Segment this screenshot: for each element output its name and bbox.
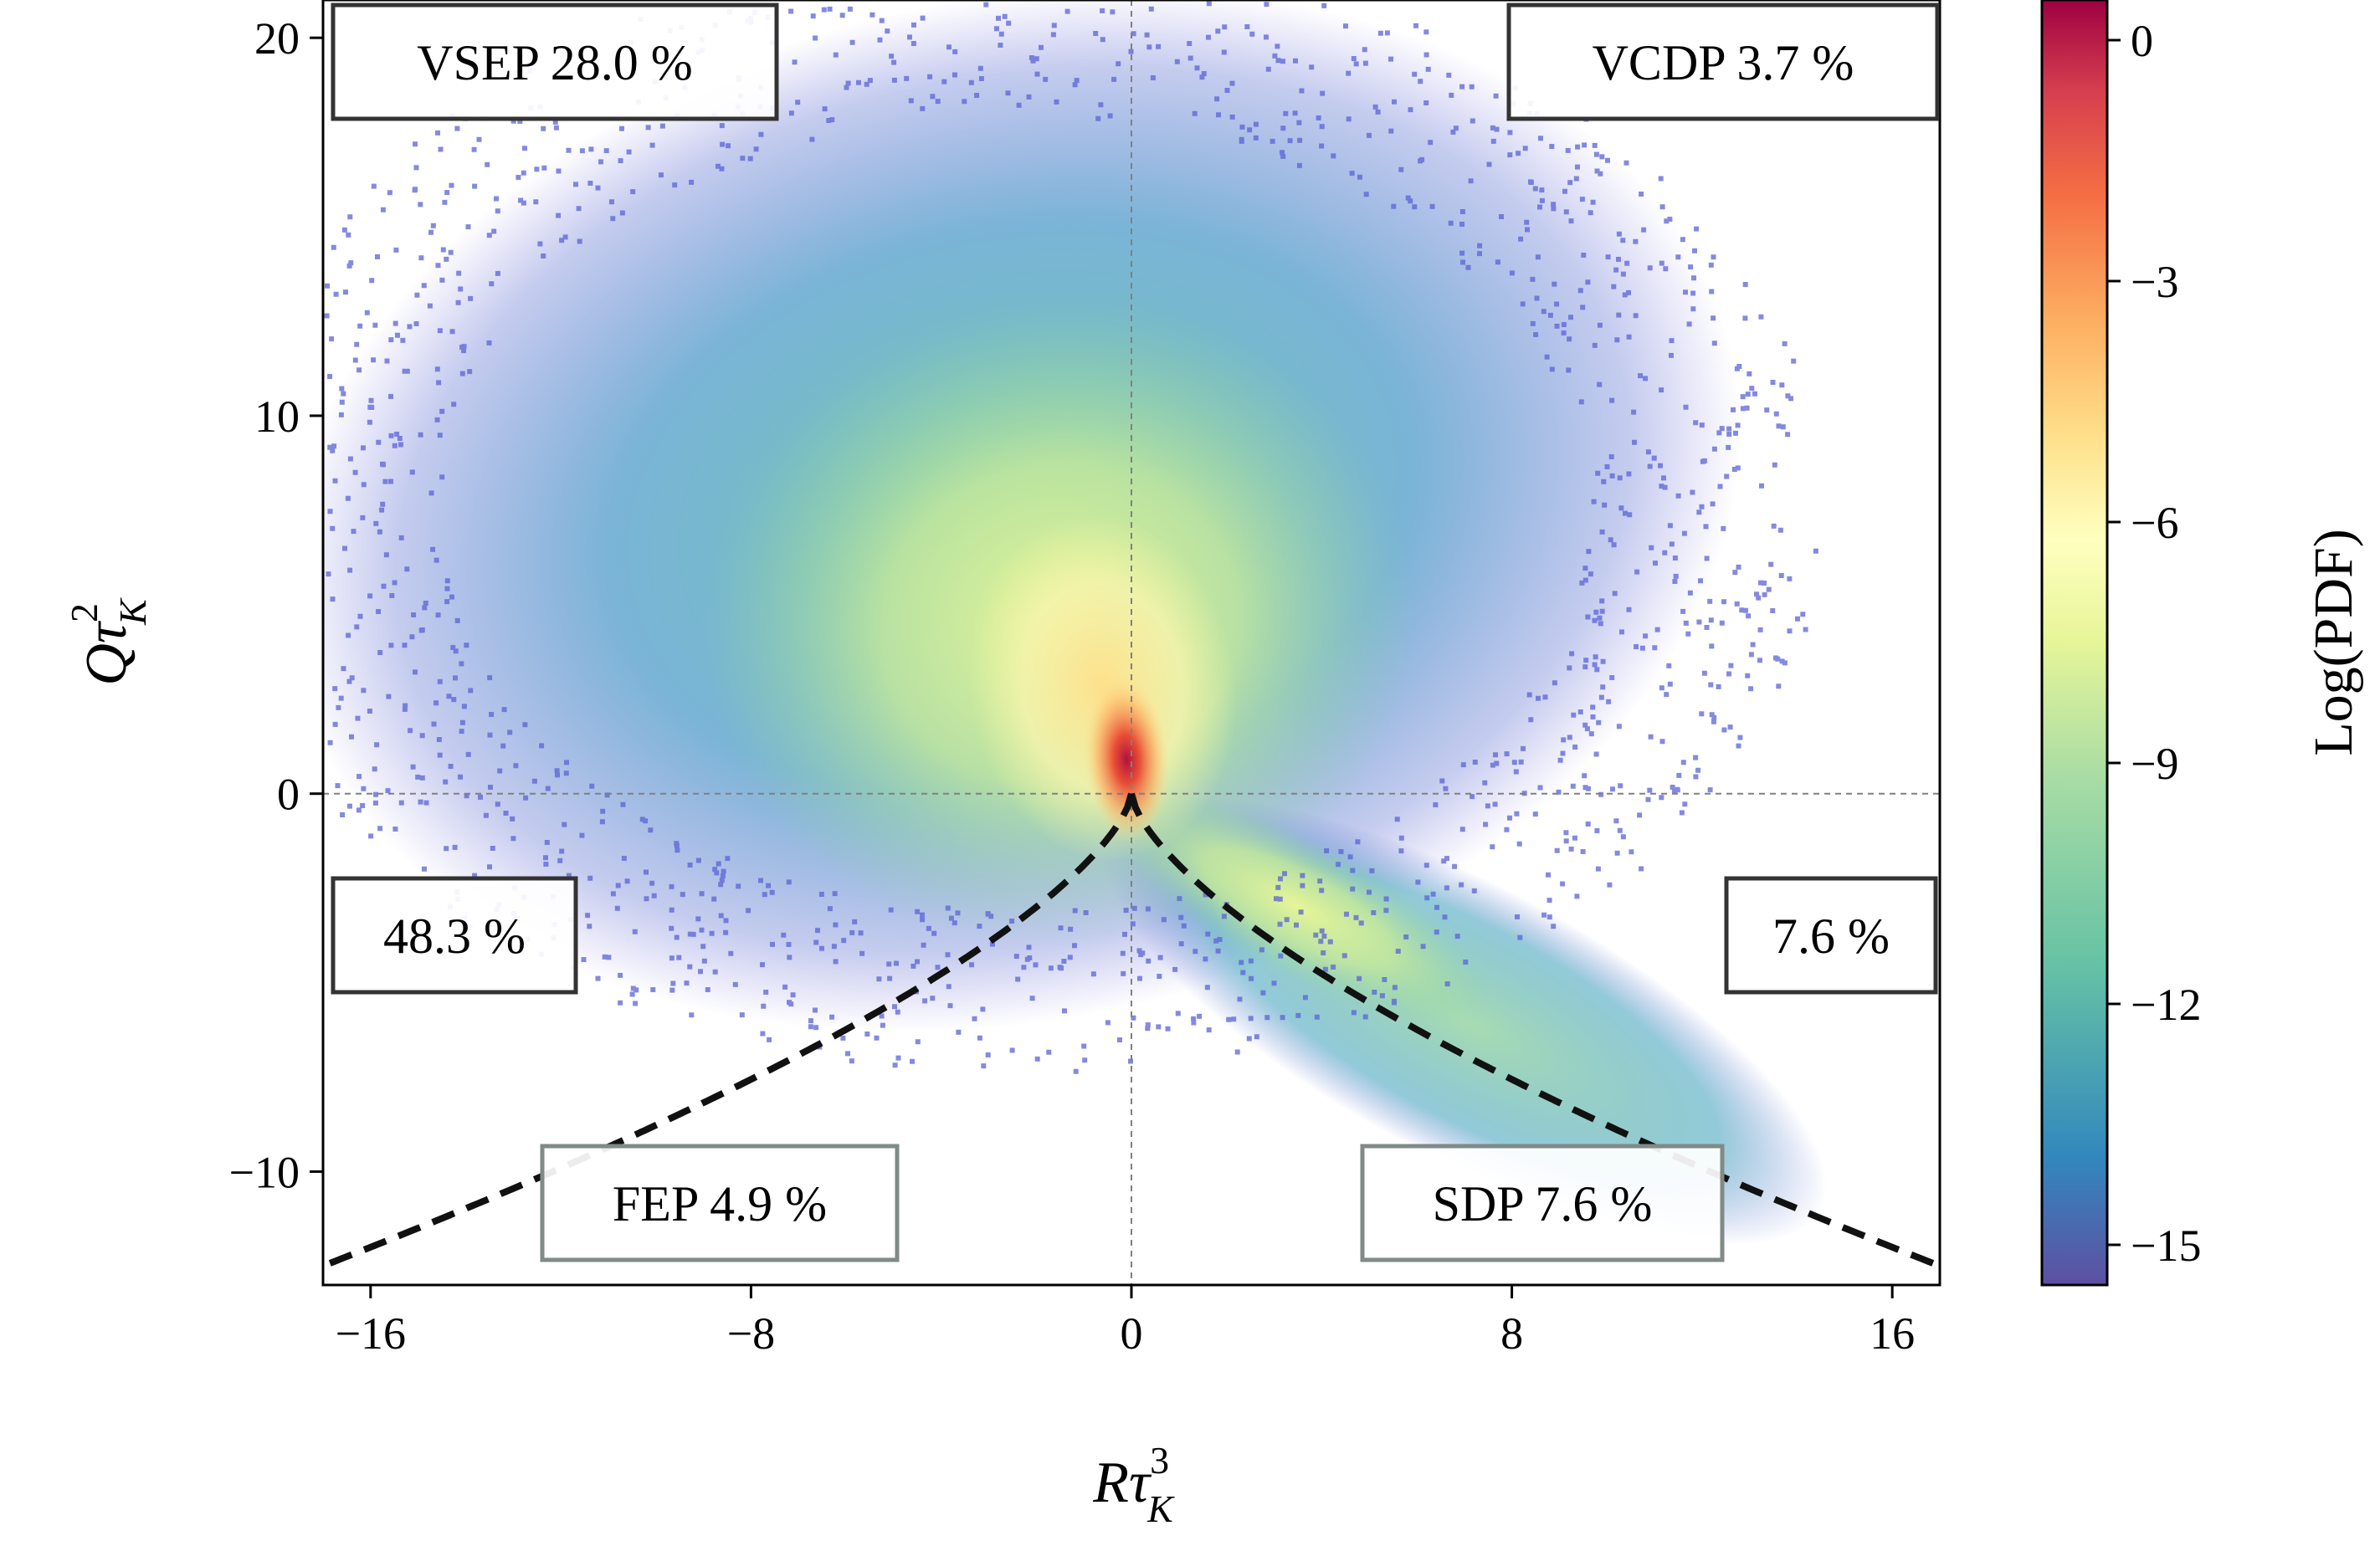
region-label-bottom-left: FEP 4.9 % (540, 1144, 900, 1262)
region-labels: VSEP 28.0 % VCDP 3.7 % 48.3 % 7.6 % FEP 4.9 … (331, 3, 1940, 1262)
region-label-left: 48.3 % (331, 876, 578, 995)
region-label-text: FEP 4.9 % (613, 1176, 827, 1231)
colorbar-tick-label: −15 (2131, 1221, 2201, 1271)
x-axis-ticks: −16 −8 0 8 16 (336, 1285, 1915, 1359)
density-peak (1083, 676, 1170, 843)
colorbar-tick-label: −9 (2131, 739, 2178, 789)
colorbar-tick-label: −6 (2131, 498, 2178, 548)
colorbar (2040, 0, 2109, 1287)
region-label-text: SDP 7.6 % (1433, 1176, 1653, 1231)
y-tick-label: 0 (277, 770, 300, 820)
colorbar-label: Log(PDF) (2303, 529, 2364, 755)
density-heatmap (323, 0, 1828, 1246)
x-axis-label: Rτ3 K (1092, 1439, 1175, 1530)
colorbar-ticks: 0 −3 −6 −9 −12 −15 (2107, 16, 2201, 1271)
region-label-text: 7.6 % (1772, 909, 1890, 964)
region-label-top-left: VSEP 28.0 % (331, 3, 779, 121)
region-label-bottom-right: SDP 7.6 % (1360, 1144, 1725, 1262)
region-label-right: 7.6 % (1724, 876, 1938, 995)
y-tick-label: −10 (229, 1147, 300, 1197)
y-tick-label: 10 (254, 392, 300, 442)
y-tick-label: 20 (254, 13, 300, 64)
colorbar-tick-label: 0 (2131, 16, 2153, 66)
boundary-curve-right (1128, 792, 1940, 1270)
boundary-curve-left (323, 792, 1135, 1270)
region-label-text: 48.3 % (383, 909, 526, 964)
x-tick-label: −8 (727, 1308, 775, 1359)
x-tick-label: −16 (336, 1308, 406, 1359)
region-label-text: VSEP 28.0 % (417, 35, 692, 90)
x-tick-label: 0 (1121, 1308, 1143, 1359)
x-tick-label: 8 (1500, 1308, 1523, 1359)
region-label-text: VCDP 3.7 % (1593, 35, 1854, 90)
y-axis-label: Qτ2 K (63, 597, 154, 686)
density-mid-tail (1105, 790, 1490, 1025)
colorbar-tick-label: −3 (2131, 257, 2178, 307)
region-label-top-right: VCDP 3.7 % (1506, 3, 1940, 121)
colorbar-tick-label: −12 (2131, 980, 2201, 1030)
y-axis-ticks: −10 0 10 20 (229, 13, 323, 1197)
x-tick-label: 16 (1870, 1308, 1915, 1359)
